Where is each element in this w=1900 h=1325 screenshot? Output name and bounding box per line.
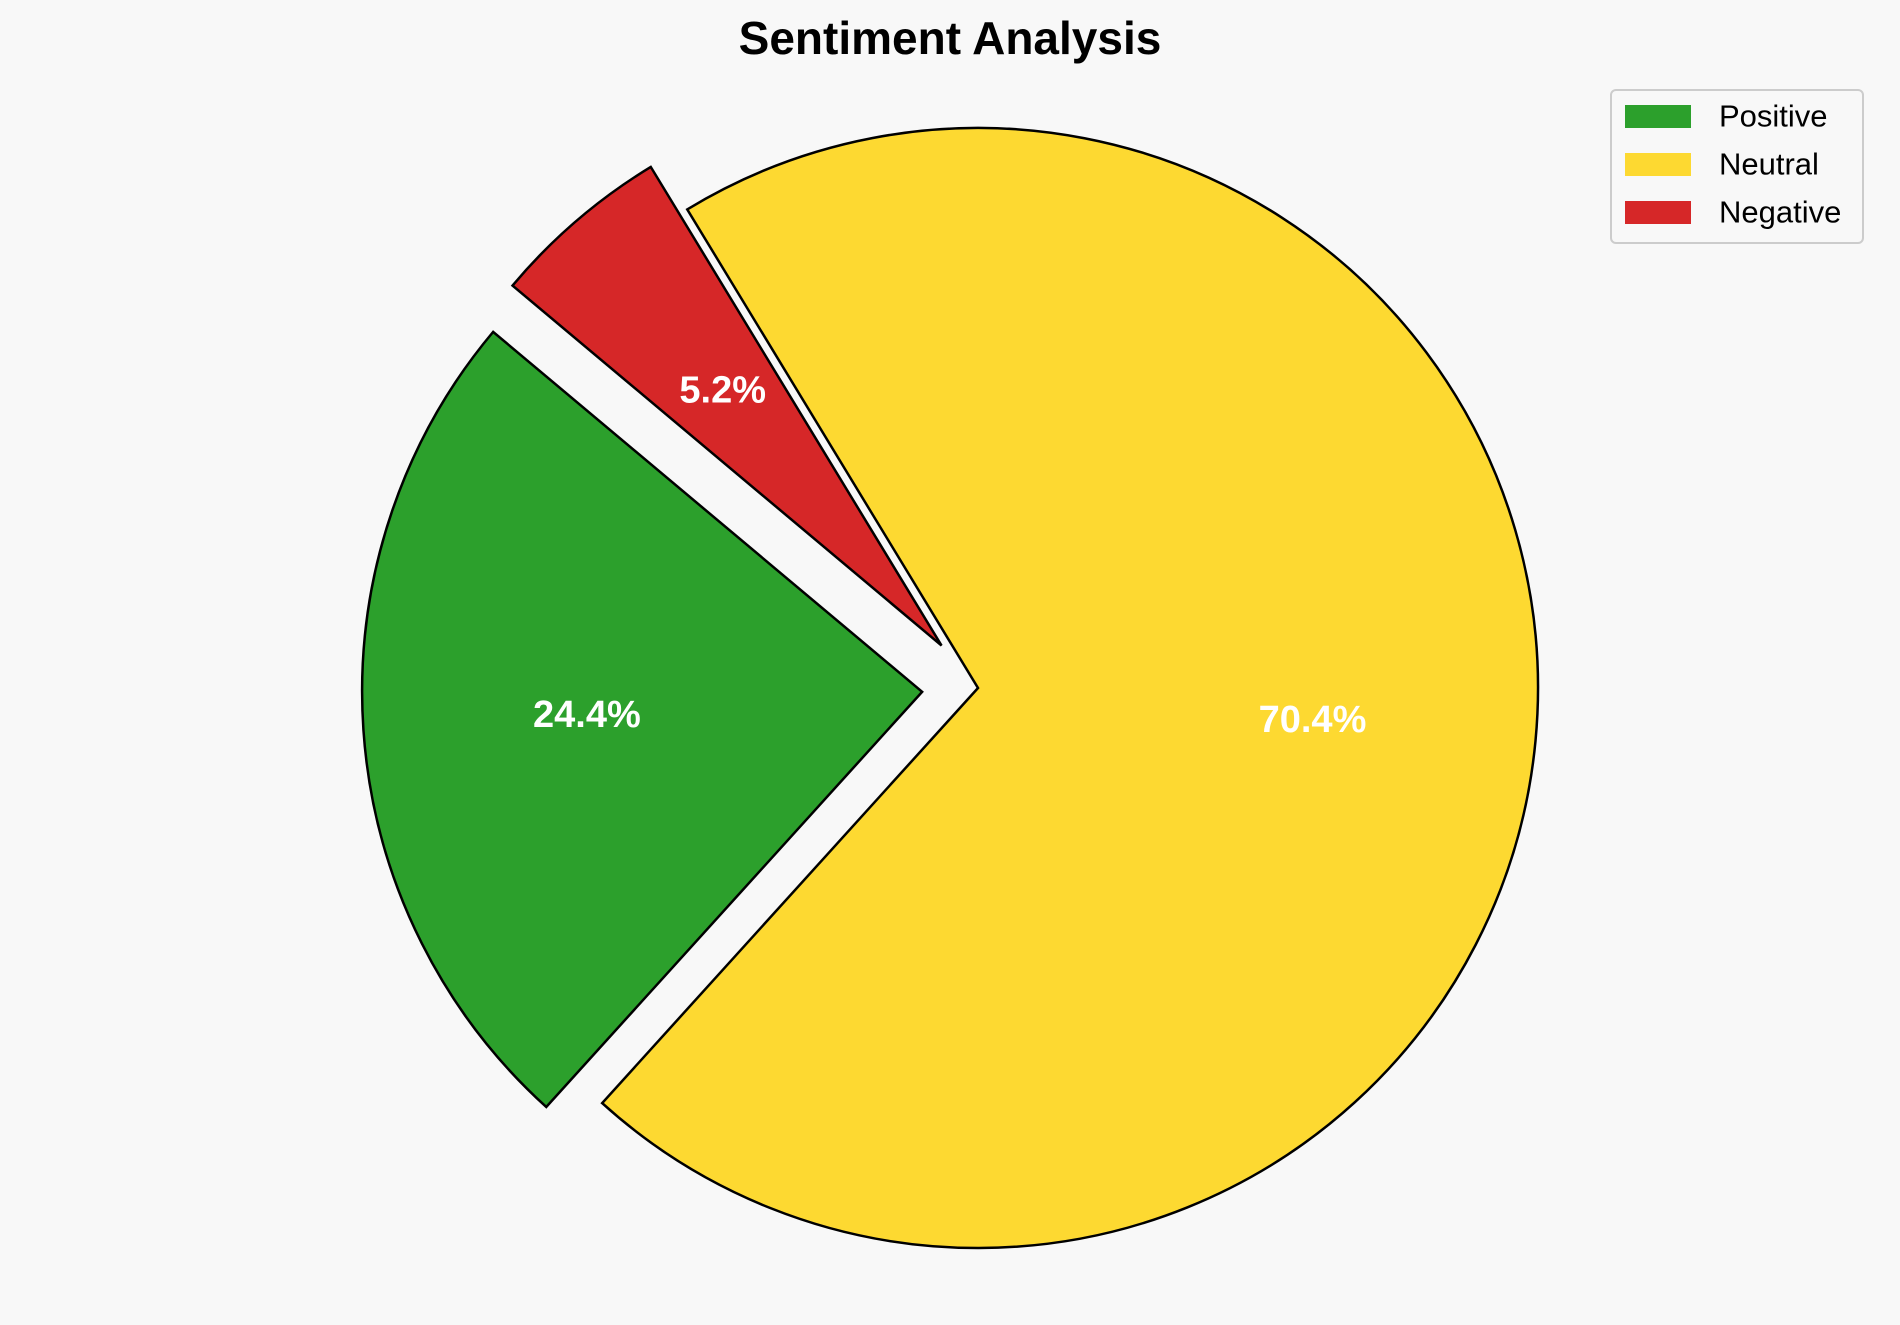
chart-title: Sentiment Analysis (739, 12, 1162, 64)
legend: Positive Neutral Negative (1610, 89, 1864, 244)
pie-slice-negative (510, 165, 943, 647)
slice-label-neutral: 70.4% (1259, 699, 1367, 741)
legend-label-positive: Positive (1719, 99, 1828, 134)
legend-swatch-negative (1625, 201, 1691, 224)
legend-swatch-neutral (1625, 153, 1691, 176)
pie-slice-neutral (600, 126, 1540, 1250)
slices-layer (360, 126, 1540, 1250)
pie-slice-positive (360, 330, 924, 1109)
legend-swatch-positive (1625, 105, 1691, 128)
slice-label-negative: 5.2% (679, 370, 766, 412)
labels-layer: 24.4% 70.4% 5.2% (533, 370, 1366, 741)
slice-label-positive: 24.4% (533, 694, 641, 736)
legend-label-neutral: Neutral (1719, 147, 1819, 182)
legend-items: Positive Neutral Negative (1625, 99, 1841, 230)
legend-label-negative: Negative (1719, 195, 1841, 230)
